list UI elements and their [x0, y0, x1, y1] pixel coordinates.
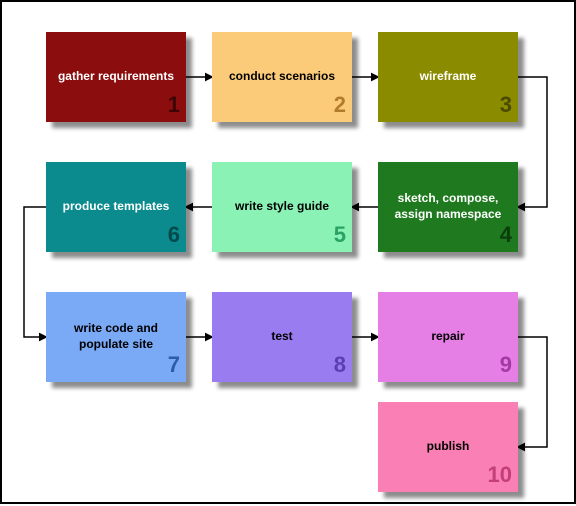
flow-node-9: repair 9 [378, 292, 518, 382]
flow-arrow-6 [24, 207, 46, 337]
flow-node-6: produce templates 6 [46, 162, 186, 252]
flow-node-label: conduct scenarios [229, 69, 335, 85]
flow-node-number: 2 [334, 91, 346, 120]
flow-node-number: 6 [168, 221, 180, 250]
flow-node-label: repair [431, 329, 464, 345]
flow-node-label: sketch, compose, assign namespace [388, 191, 508, 222]
flow-node-number: 7 [168, 351, 180, 380]
flow-node-number: 10 [488, 461, 512, 490]
flow-node-4: sketch, compose, assign namespace4 [378, 162, 518, 252]
flowchart-canvas: gather requirements 1 conduct scenarios 2 wi… [0, 0, 576, 504]
flow-node-1: gather requirements 1 [46, 32, 186, 122]
flow-node-number: 8 [334, 351, 346, 380]
flow-node-label: produce templates [63, 199, 170, 215]
flow-node-number: 1 [168, 91, 180, 120]
flow-node-10: publish 10 [378, 402, 518, 492]
flow-arrow-3 [518, 77, 547, 207]
flow-node-7: write code and populate site7 [46, 292, 186, 382]
flow-node-5: write style guide 5 [212, 162, 352, 252]
flow-node-number: 5 [334, 221, 346, 250]
flow-node-number: 3 [500, 91, 512, 120]
flow-node-3: wireframe 3 [378, 32, 518, 122]
flow-node-label: wireframe [420, 69, 477, 85]
flow-node-number: 9 [500, 351, 512, 380]
flow-node-label: publish [427, 439, 470, 455]
flow-node-2: conduct scenarios 2 [212, 32, 352, 122]
flow-arrow-9 [518, 337, 547, 447]
flow-node-8: test 8 [212, 292, 352, 382]
flow-node-label: write code and populate site [56, 321, 176, 352]
flow-node-label: test [271, 329, 292, 345]
flow-node-label: gather requirements [58, 69, 174, 85]
flow-node-number: 4 [500, 221, 512, 250]
flow-node-label: write style guide [235, 199, 329, 215]
